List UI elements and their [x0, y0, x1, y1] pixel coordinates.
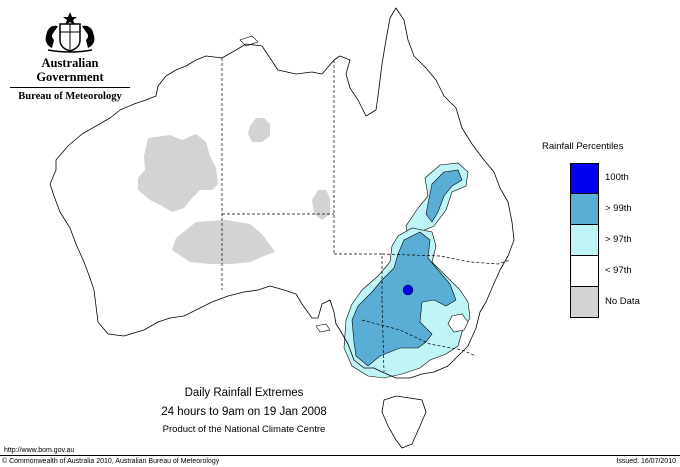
legend-label: > 97th	[605, 234, 632, 245]
border-qld-nsw	[381, 253, 511, 265]
caption-title: Daily Rainfall Extremes	[184, 387, 304, 399]
percentile-99-region-main	[351, 231, 457, 367]
percentile-99-region-north	[425, 169, 463, 223]
legend-swatch-99th	[570, 194, 599, 225]
state-borders	[221, 58, 511, 373]
no-data-region-west-south	[172, 220, 275, 264]
no-data-areas	[138, 118, 330, 264]
no-data-region-west-north	[138, 134, 218, 212]
legend-label: 100th	[605, 172, 629, 183]
kangaroo-island	[315, 323, 331, 333]
issued-date: Issued: 16/07/2010	[616, 458, 676, 465]
no-data-region-nt	[248, 118, 270, 142]
australia-coastline	[49, 7, 515, 379]
below-97-pocket	[447, 313, 469, 333]
website-link[interactable]: http://www.bom.gov.au	[4, 447, 75, 454]
legend-swatch-no-data	[570, 287, 599, 318]
coat-of-arms-icon	[45, 12, 95, 53]
footer-divider	[0, 455, 680, 456]
copyright-text: © Commonwealth of Australia 2010, Austra…	[2, 458, 220, 465]
no-data-region-sa	[312, 190, 330, 220]
tasmania-coastline	[381, 395, 427, 449]
legend-swatch-100th	[570, 163, 599, 194]
percentile-99-areas	[351, 169, 463, 367]
border-nsw-vic	[361, 319, 477, 357]
percentile-100-spot	[402, 284, 414, 296]
legend-label: < 97th	[605, 265, 632, 276]
melville-island	[239, 35, 259, 47]
legend-title: Rainfall Percentiles	[542, 141, 624, 152]
legend-swatch-97th	[570, 225, 599, 256]
logo-divider	[10, 87, 130, 88]
legend-label: No Data	[605, 296, 640, 307]
border-sa-vic	[381, 299, 385, 373]
legend-swatch-below-97th	[570, 256, 599, 287]
caption-product: Product of the National Climate Centre	[162, 424, 326, 435]
government-title: Australian Government	[36, 56, 104, 84]
bom-logo: Australian Government Bureau of Meteorol…	[8, 10, 132, 103]
map-caption: Daily Rainfall Extremes 24 hours to 9am …	[124, 386, 364, 436]
caption-period: 24 hours to 9am on 19 Jan 2008	[161, 406, 327, 418]
bureau-title: Bureau of Meteorology	[18, 91, 122, 102]
legend-label: > 99th	[605, 203, 632, 214]
